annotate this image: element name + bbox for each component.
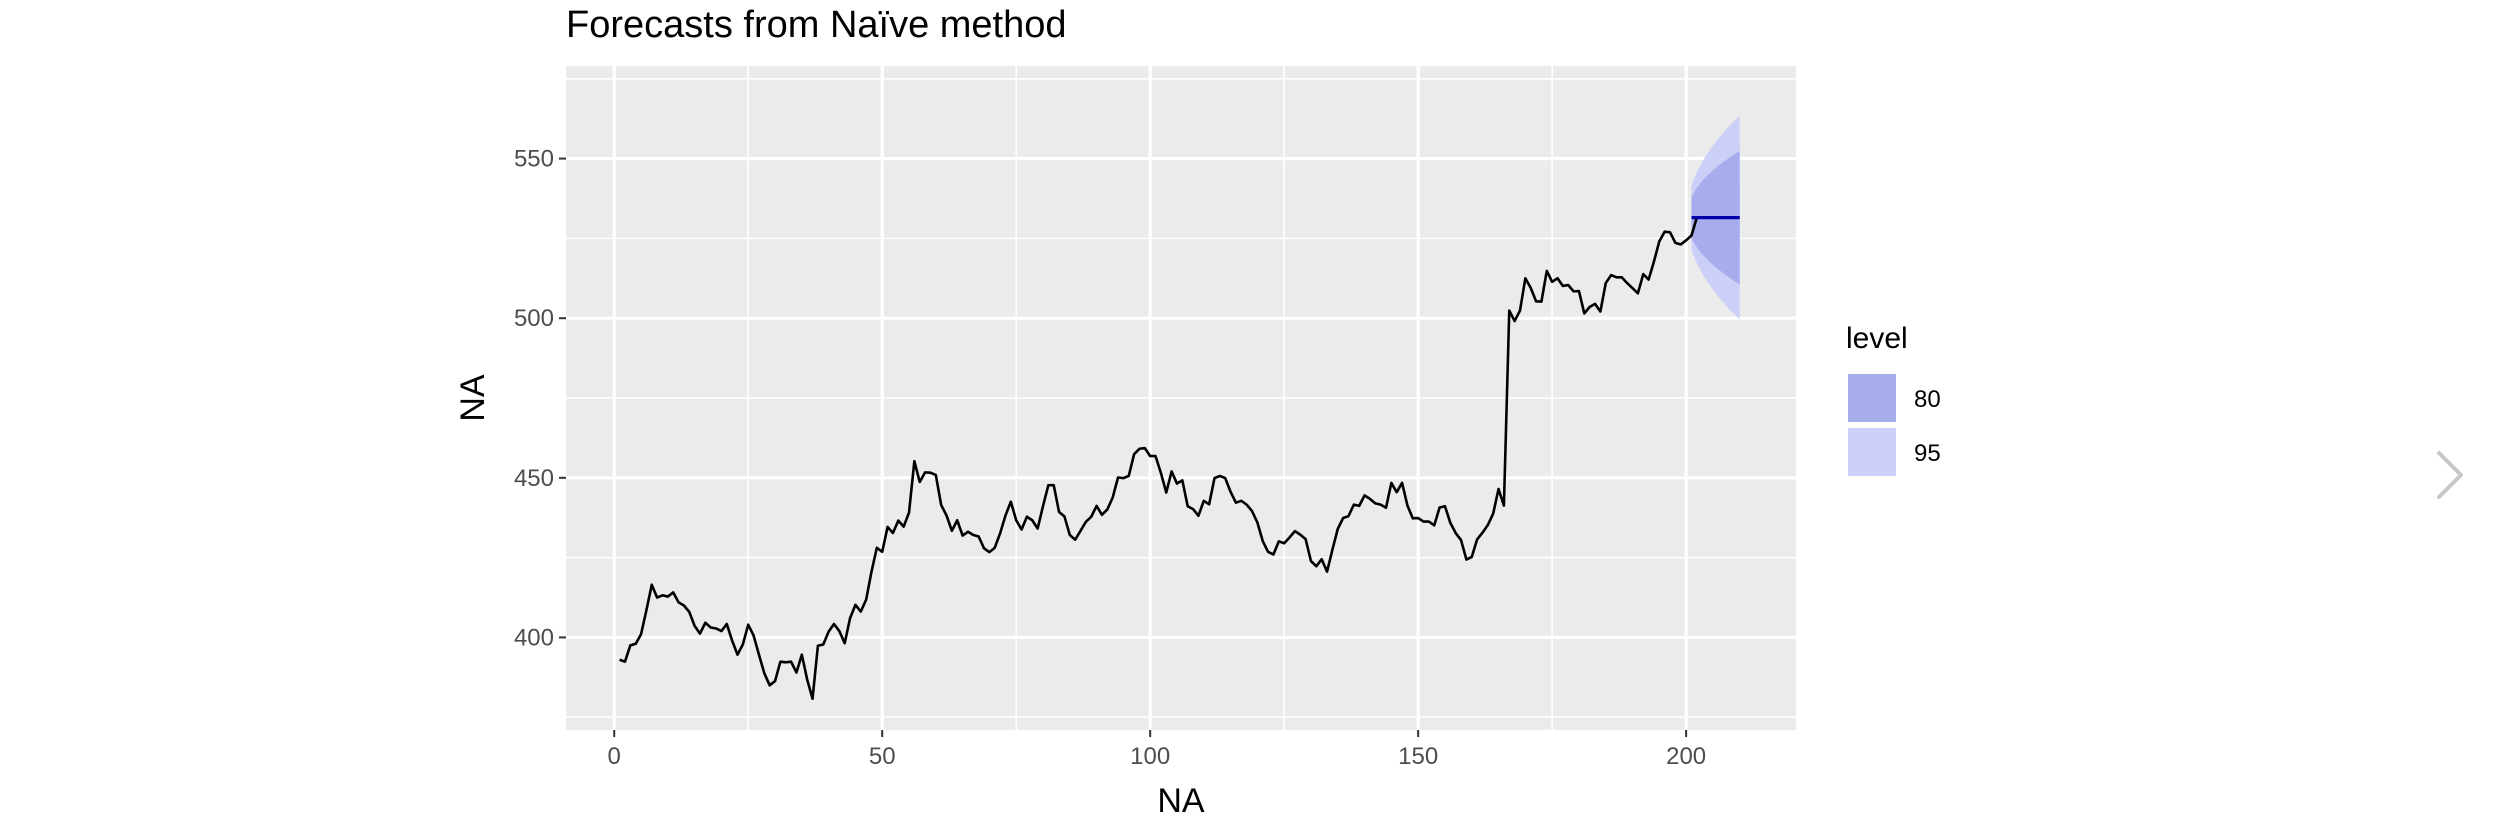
chart-title: Forecasts from Naïve method	[566, 4, 1067, 46]
y-tick-label: 450	[514, 465, 554, 492]
x-tick-label: 100	[1130, 743, 1170, 770]
legend-title: level	[1846, 322, 1908, 355]
legend: level 80 95	[1846, 322, 1941, 476]
y-tick-label: 500	[514, 305, 554, 332]
x-tick-label: 50	[869, 743, 896, 770]
y-axis-title: NA	[454, 374, 492, 422]
observed-line	[619, 217, 1699, 701]
minor-gridlines	[566, 66, 1796, 730]
legend-label-80: 80	[1914, 386, 1941, 413]
y-tick-label: 550	[514, 146, 554, 173]
x-axis: 0 50 100 150 200	[608, 730, 1706, 770]
x-axis-title: NA	[1157, 782, 1205, 820]
chevron-right-icon	[2437, 451, 2463, 499]
y-tick-label: 400	[514, 624, 554, 651]
next-button[interactable]	[2425, 445, 2475, 505]
y-axis: 400 450 500 550	[514, 146, 566, 651]
legend-entries: 80 95	[1848, 374, 1941, 476]
legend-key-80	[1848, 374, 1896, 422]
major-gridlines	[566, 66, 1796, 730]
x-tick-label: 0	[608, 743, 621, 770]
x-tick-label: 150	[1398, 743, 1438, 770]
legend-key-95	[1848, 428, 1896, 476]
x-tick-label: 200	[1666, 743, 1706, 770]
legend-label-95: 95	[1914, 440, 1941, 467]
series-lines	[619, 216, 1740, 701]
